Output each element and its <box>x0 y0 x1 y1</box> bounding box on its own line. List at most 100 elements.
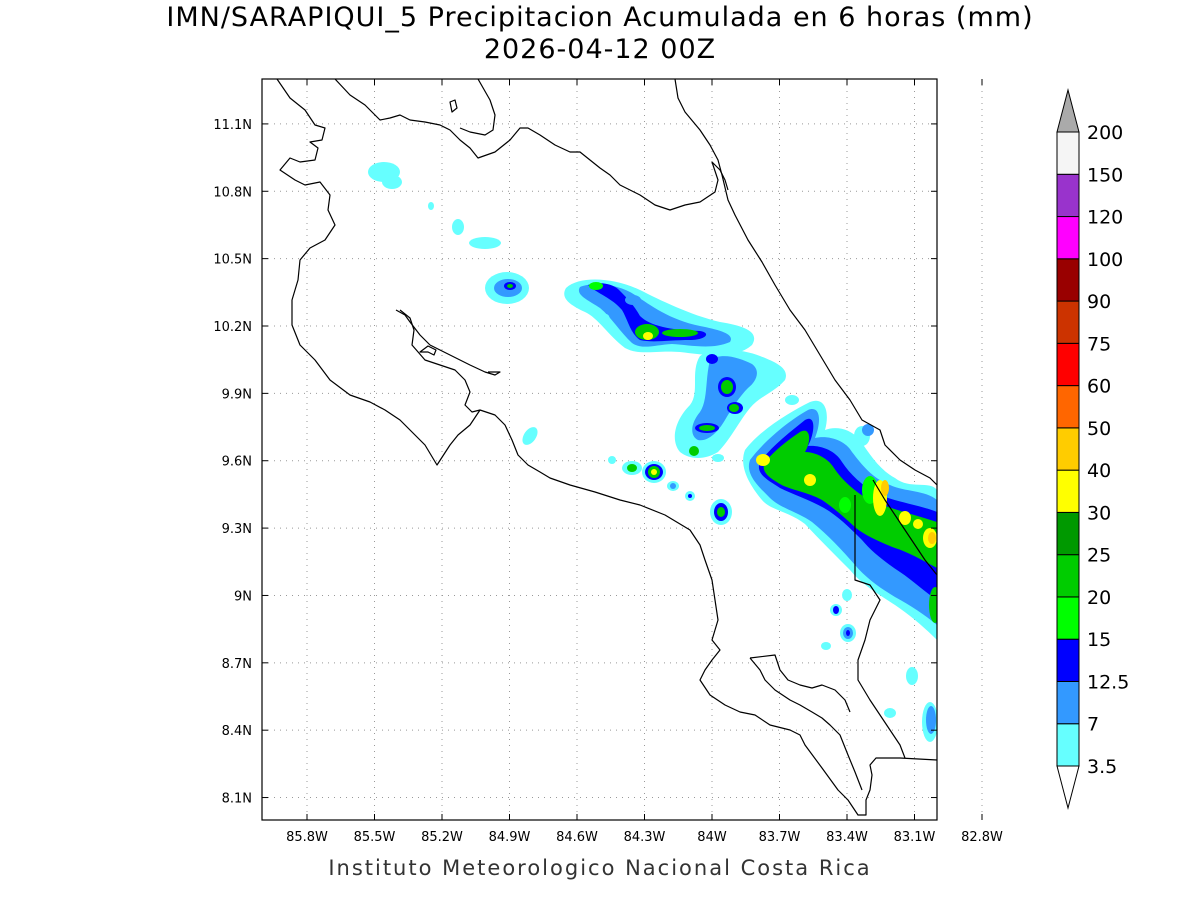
legend-arrow-low <box>1056 765 1080 810</box>
legend-swatch <box>1056 680 1080 725</box>
lon-tick-label: 84.3W <box>624 830 666 845</box>
lat-tick-label: 9N <box>234 589 252 604</box>
precip-cell <box>895 502 901 508</box>
lon-tick-label: 83.4W <box>826 830 868 845</box>
legend-swatch <box>1056 554 1080 598</box>
map-axes: 85.8W 85.5W 85.2W 84.9W 84.6W 84.3W 84W 83.7W 83… <box>213 79 1003 845</box>
legend-label: 50 <box>1087 418 1111 440</box>
precip-cell <box>913 519 923 529</box>
legend-arrow-high <box>1056 88 1080 133</box>
lat-tick-label: 11.1N <box>213 118 252 133</box>
lat-tick-label: 9.6N <box>222 455 252 470</box>
legend-swatch <box>1056 596 1080 640</box>
lon-tick-label: 82.8W <box>961 830 1003 845</box>
precip-cell <box>729 404 739 412</box>
precip-cell <box>689 446 699 456</box>
lat-tick-label: 10.2N <box>213 320 252 335</box>
legend-label: 90 <box>1087 291 1111 313</box>
precip-cell <box>842 589 852 601</box>
legend-label: 25 <box>1087 545 1111 567</box>
precip-cell <box>862 424 874 436</box>
color-legend: 3.5 7 12.5 15 20 25 30 40 50 60 75 90 100 120 150 200 <box>1056 88 1129 810</box>
precip-cell <box>602 314 610 326</box>
precip-cell <box>833 606 839 614</box>
precip-band <box>692 356 757 441</box>
precip-cell <box>926 706 936 734</box>
map-frame <box>261 78 938 821</box>
precip-cell <box>839 497 851 513</box>
precip-cell <box>452 219 464 235</box>
precip-cell <box>756 454 770 466</box>
lat-tick-label: 10.8N <box>213 185 252 200</box>
lon-tick-label: 85.2W <box>421 830 463 845</box>
lat-tick-label: 8.4N <box>222 724 252 739</box>
precip-band <box>588 283 707 342</box>
legend-label: 40 <box>1087 460 1111 482</box>
legend-label: 100 <box>1087 249 1123 271</box>
legend-label: 120 <box>1087 207 1123 229</box>
precip-cell <box>699 425 715 431</box>
precip-cell <box>906 667 918 685</box>
lat-tick-label: 10.5N <box>213 253 252 268</box>
legend-label: 60 <box>1087 376 1111 398</box>
lat-tick-label: 9.9N <box>222 387 252 402</box>
legend-label: 150 <box>1087 164 1123 186</box>
precip-cell <box>522 427 538 445</box>
precip-cell <box>821 642 831 650</box>
precip-cell <box>625 295 641 305</box>
precip-cell <box>899 511 911 525</box>
lon-tick-label: 85.8W <box>286 830 328 845</box>
precip-cell <box>721 380 733 394</box>
precip-cell <box>382 175 402 189</box>
legend-label: 3.5 <box>1087 756 1117 778</box>
legend-label: 30 <box>1087 502 1111 524</box>
legend-swatch <box>1056 300 1080 344</box>
legend-label: 75 <box>1087 333 1111 355</box>
precip-cell <box>670 483 676 489</box>
legend-swatch <box>1056 427 1080 471</box>
precip-cell <box>752 383 768 393</box>
precip-cell <box>643 332 653 340</box>
precip-cell <box>846 630 850 636</box>
legend-swatch <box>1056 258 1080 302</box>
map-title: IMN/SARAPIQUI_5 Precipitacion Acumulada … <box>166 2 1034 33</box>
precip-cell <box>804 474 816 486</box>
precip-cell <box>929 587 937 623</box>
precip-cell <box>651 469 657 475</box>
legend-swatch <box>1056 342 1080 387</box>
legend-label: 200 <box>1087 122 1123 144</box>
legend-swatch <box>1056 216 1080 260</box>
lon-tick-label: 84.9W <box>489 830 531 845</box>
precip-cell <box>608 456 616 464</box>
precip-cell <box>717 507 725 517</box>
precip-cell <box>712 454 724 462</box>
footer-credit: Instituto Meteorologico Nacional Costa R… <box>328 856 872 880</box>
precip-cell <box>884 708 896 718</box>
precip-cell <box>928 532 936 544</box>
precip-cell <box>469 237 501 249</box>
legend-label: 7 <box>1087 714 1099 736</box>
legend-label: 20 <box>1087 587 1111 609</box>
precipitation-field <box>368 162 937 742</box>
precip-cell <box>706 354 718 364</box>
precip-cell <box>507 284 513 288</box>
lat-tick-label: 9.3N <box>222 522 252 537</box>
map-datetime: 2026-04-12 00Z <box>483 34 717 65</box>
lon-tick-label: 85.5W <box>354 830 396 845</box>
precip-cell <box>428 202 434 210</box>
legend-label: 15 <box>1087 629 1111 651</box>
legend-swatch <box>1056 723 1080 767</box>
map-grid <box>262 79 983 820</box>
lon-tick-label: 84W <box>697 830 727 845</box>
lon-tick-label: 84.6W <box>556 830 598 845</box>
lat-tick-label: 8.7N <box>222 657 252 672</box>
precip-cell <box>627 464 637 472</box>
precip-band <box>763 430 937 568</box>
legend-swatch <box>1056 173 1080 218</box>
lon-tick-label: 83.7W <box>759 830 801 845</box>
legend-swatch <box>1056 638 1080 682</box>
precip-cell <box>662 329 698 337</box>
legend-swatch <box>1056 385 1080 429</box>
precip-cell <box>589 282 603 290</box>
